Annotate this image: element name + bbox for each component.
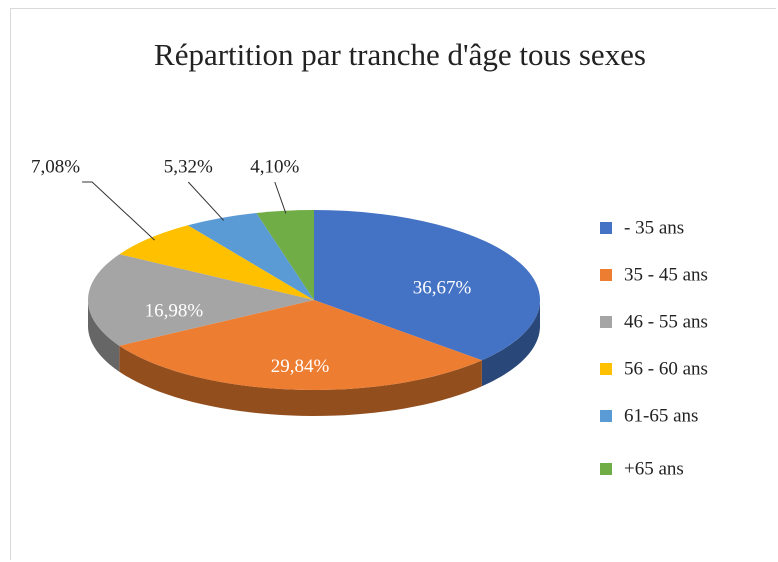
- pie-slice: [256, 210, 314, 300]
- pie-side: [119, 345, 482, 416]
- data-label: 5,32%: [164, 156, 213, 177]
- pie-slice: [119, 225, 314, 300]
- legend-swatch: [600, 410, 612, 422]
- legend-swatch: [600, 363, 612, 375]
- data-label: 29,84%: [271, 356, 330, 377]
- legend-label: 56 - 60 ans: [624, 358, 708, 379]
- legend-label: 61-65 ans: [624, 405, 698, 426]
- pie-slice: [119, 300, 482, 390]
- data-label: 16,98%: [145, 300, 204, 321]
- legend-label: 46 - 55 ans: [624, 311, 708, 332]
- legend-label: 35 - 45 ans: [624, 264, 708, 285]
- data-label: 4,10%: [250, 156, 299, 177]
- chart-frame: [10, 8, 776, 560]
- pie-slice: [314, 210, 541, 361]
- chart-title: Répartition par tranche d'âge tous sexes: [154, 37, 646, 72]
- data-label: 7,08%: [31, 156, 80, 177]
- legend-swatch: [600, 222, 612, 234]
- data-label: 36,67%: [413, 278, 472, 299]
- leader-line: [187, 181, 225, 221]
- legend-swatch: [600, 316, 612, 328]
- pie-slice: [88, 254, 314, 346]
- legend-label: - 35 ans: [624, 217, 684, 238]
- pie-side: [481, 300, 540, 387]
- leader-line: [274, 181, 287, 214]
- pie-side: [88, 300, 120, 372]
- legend-label: +65 ans: [624, 458, 684, 479]
- leader-line: [82, 181, 155, 241]
- pie-slice: [187, 212, 314, 300]
- legend-swatch: [600, 463, 612, 475]
- legend-swatch: [600, 269, 612, 281]
